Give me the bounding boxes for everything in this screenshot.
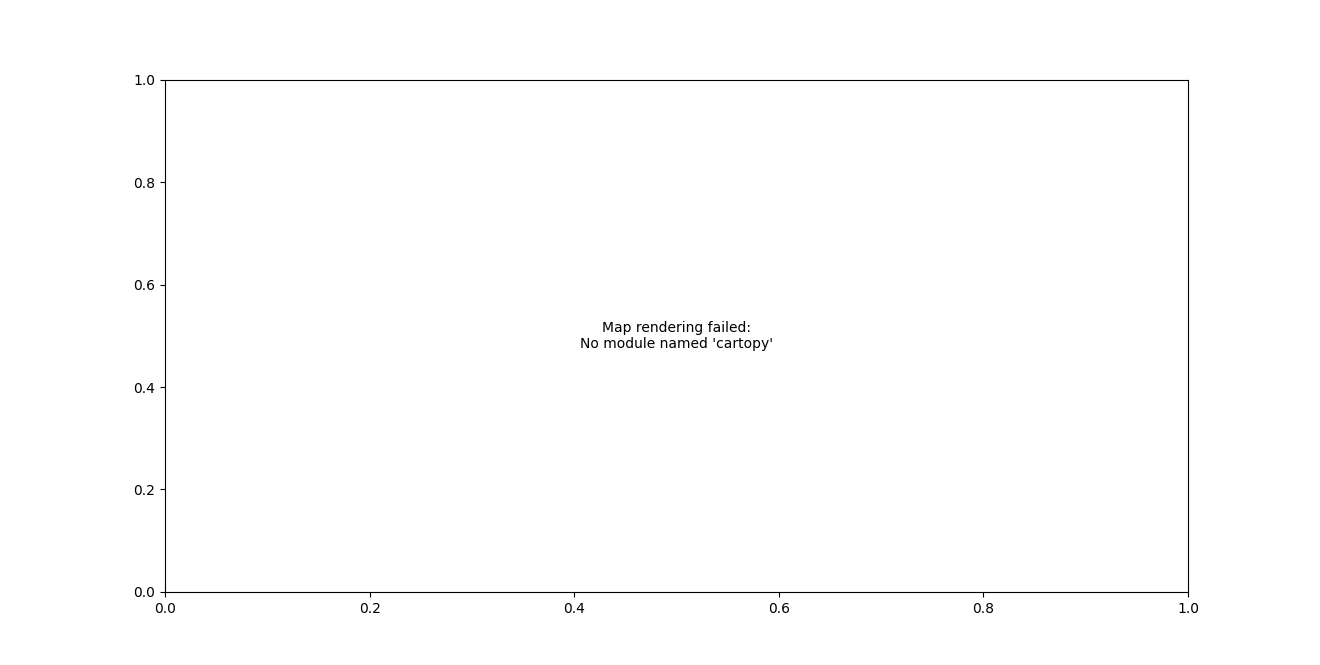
- Text: Map rendering failed:
No module named 'cartopy': Map rendering failed: No module named 'c…: [579, 321, 774, 351]
